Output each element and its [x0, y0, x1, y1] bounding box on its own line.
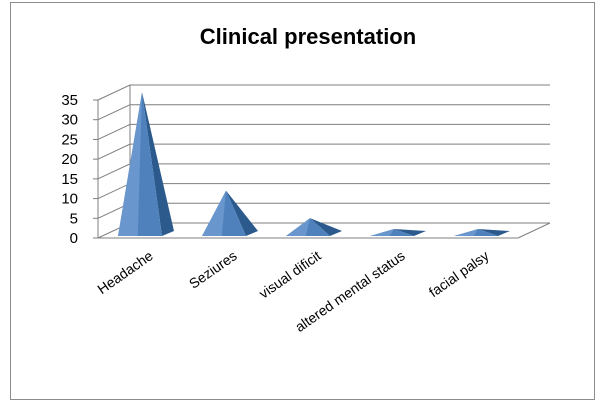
pyramid-side-face	[142, 92, 174, 236]
y-tick-label: 10	[61, 191, 78, 208]
pyramid-highlight	[454, 229, 478, 236]
pyramid-side-face	[226, 190, 258, 236]
floor-right-edge	[517, 222, 551, 239]
pyramid-highlight	[370, 229, 394, 236]
y-tick-labels: 0 5 10 15 20 25 30 35	[61, 92, 78, 247]
pyramid-mark	[286, 218, 342, 236]
category-label: Headache	[94, 247, 156, 297]
pyramid-highlight	[118, 92, 142, 236]
pyramid-side-face	[478, 229, 510, 236]
pyramid-highlight	[202, 190, 226, 236]
y-tick-label: 20	[61, 151, 78, 168]
gridline	[97, 104, 550, 121]
pyramid-mark	[454, 229, 510, 236]
y-tick-label: 30	[61, 112, 78, 129]
chart-frame	[10, 2, 595, 400]
gridline	[97, 123, 550, 140]
chart-title: Clinical presentation	[200, 24, 416, 49]
pyramid-mark	[370, 229, 426, 236]
gridline	[97, 143, 550, 160]
y-tick-label: 0	[70, 230, 78, 247]
pyramid-marks	[118, 92, 510, 236]
y-tick-label: 15	[61, 171, 78, 188]
gridline	[97, 163, 550, 180]
y-tick-label: 25	[61, 131, 78, 148]
category-label: Seziures	[186, 247, 240, 291]
pyramid-side-face	[310, 218, 342, 236]
pyramid-highlight	[286, 218, 310, 236]
category-label: facial palsy	[426, 247, 492, 300]
pyramid-mark	[118, 92, 174, 236]
category-label: visual dificit	[256, 247, 324, 301]
y-tick-label: 35	[61, 92, 78, 109]
pyramid-mark	[202, 190, 258, 236]
pyramid-side-face	[394, 229, 426, 236]
gridline	[97, 84, 550, 101]
y-tick-label: 5	[70, 210, 78, 227]
